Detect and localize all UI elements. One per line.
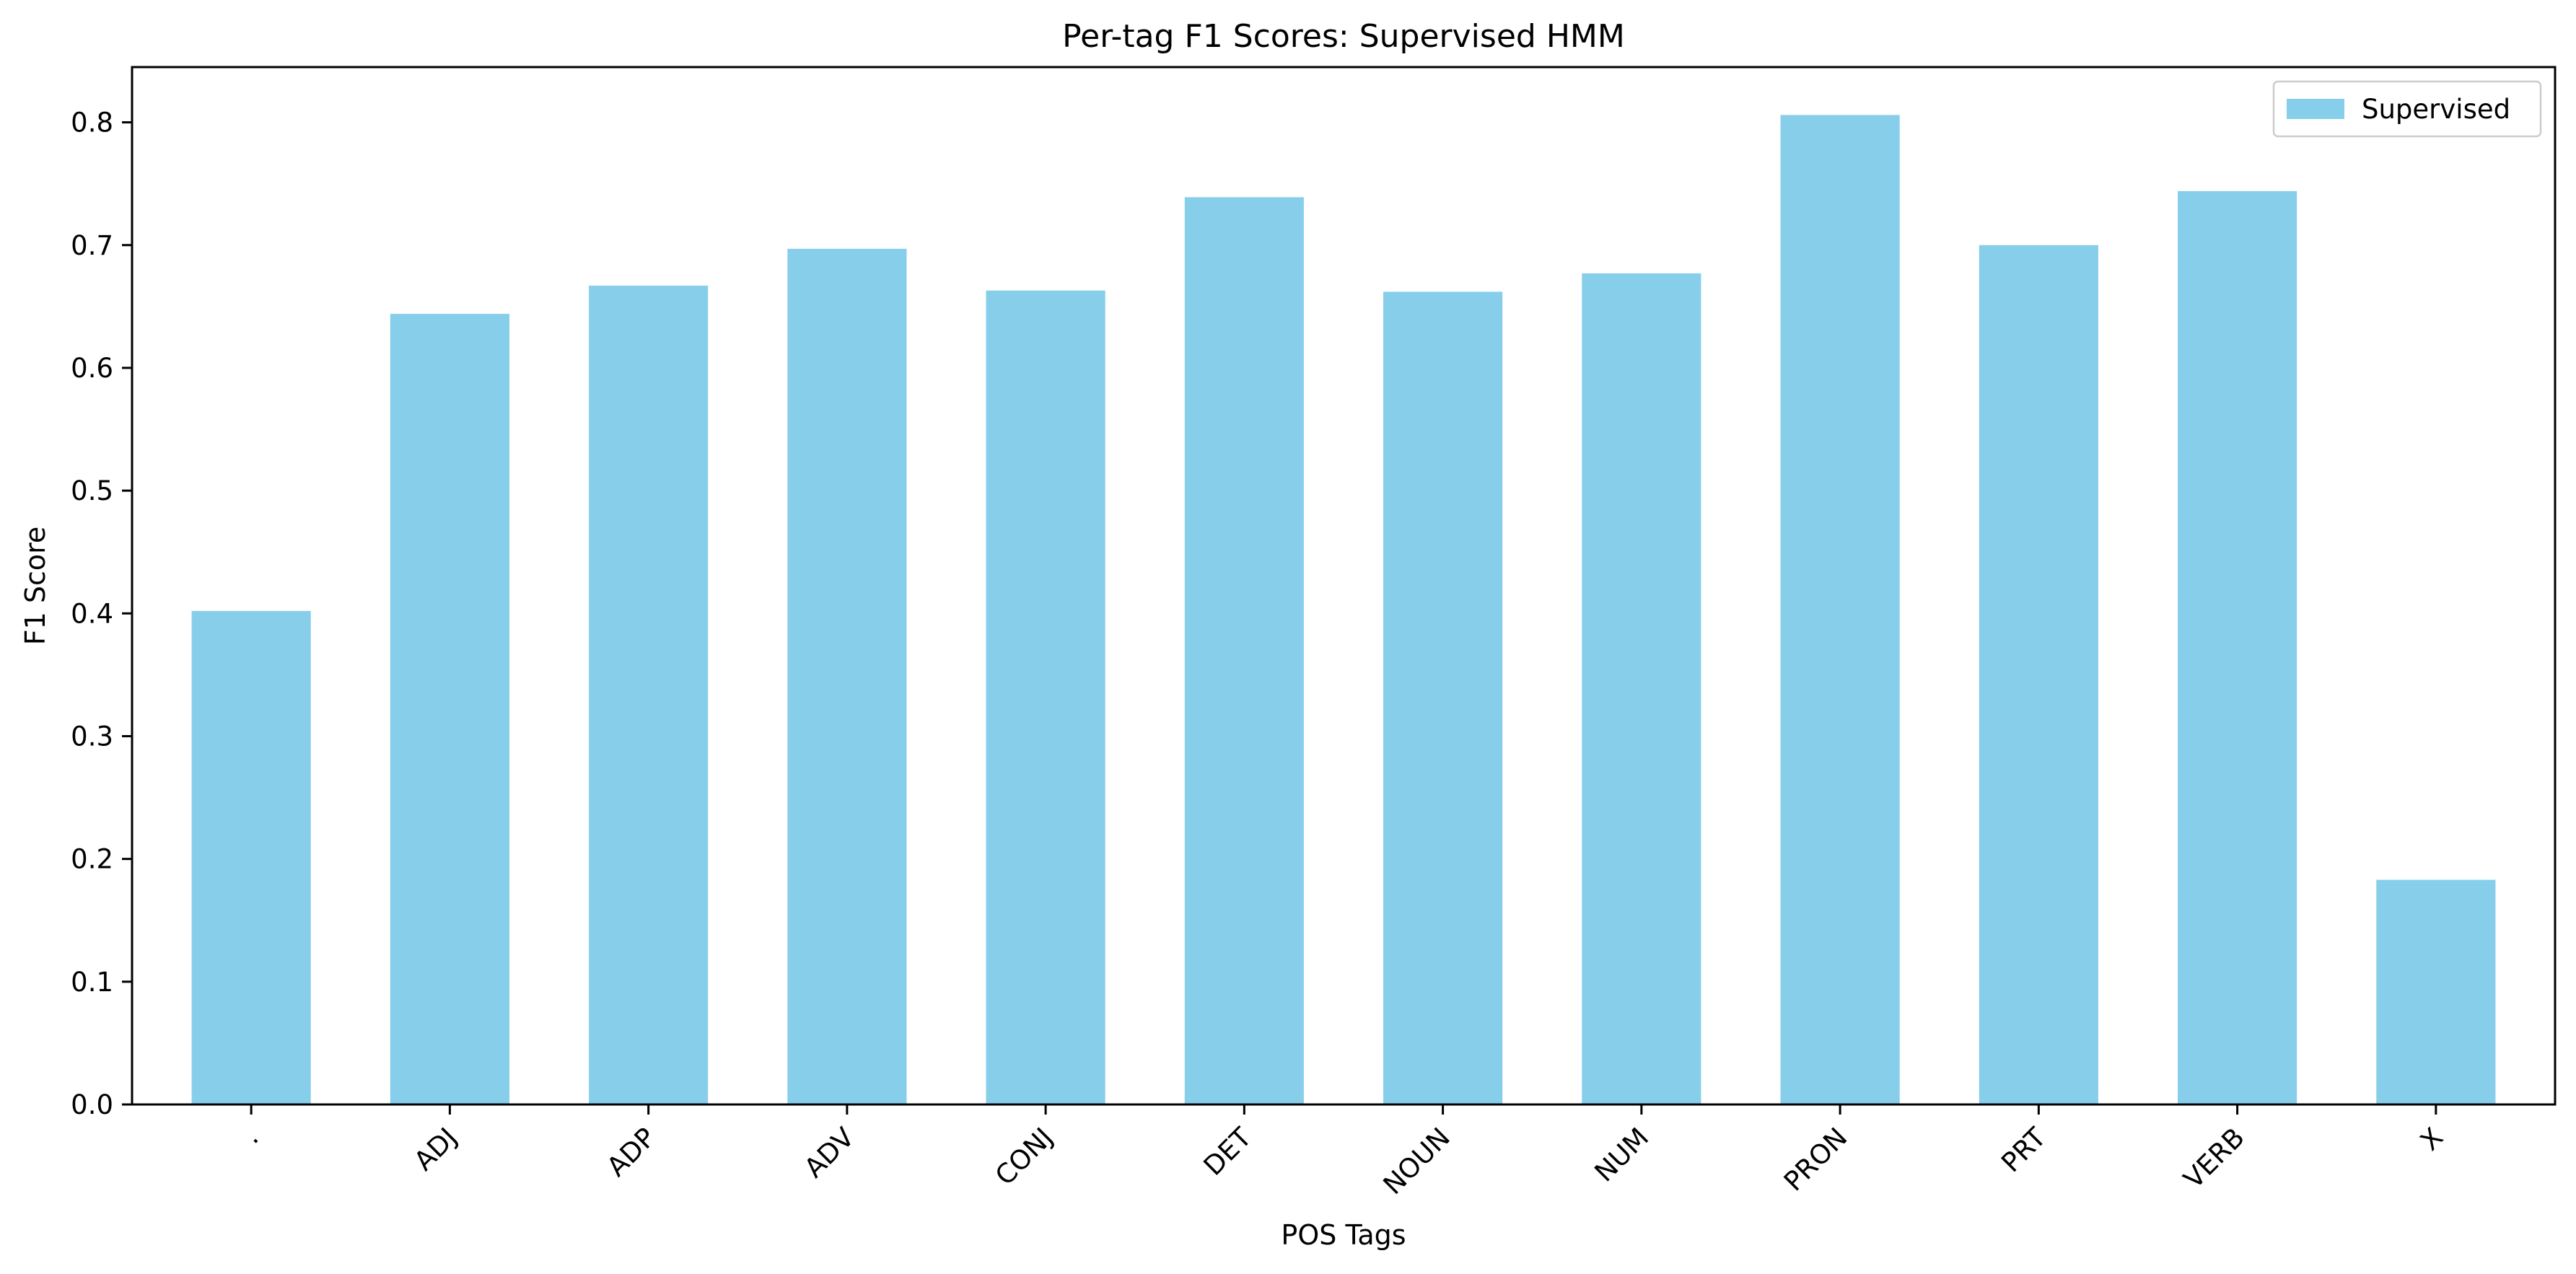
y-tick-label: 0.8 bbox=[71, 107, 113, 139]
x-tick-label: DET bbox=[1198, 1122, 1258, 1182]
x-tick-label: . bbox=[237, 1122, 265, 1150]
y-tick-label: 0.7 bbox=[71, 230, 113, 261]
bar-NOUN bbox=[1383, 291, 1503, 1105]
y-tick-label: 0.3 bbox=[71, 721, 113, 752]
bar-ADV bbox=[787, 248, 907, 1104]
y-tick-label: 0.0 bbox=[71, 1089, 113, 1120]
legend-box bbox=[2272, 80, 2542, 138]
bar-ADJ bbox=[390, 314, 509, 1105]
bar-CONJ bbox=[986, 290, 1105, 1104]
legend-swatch bbox=[2287, 99, 2344, 119]
chart-title: Per-tag F1 Scores: Supervised HMM bbox=[1062, 18, 1625, 55]
x-tick-label: ADV bbox=[798, 1122, 860, 1184]
x-tick-label: ADP bbox=[601, 1122, 662, 1182]
legend-label: Supervised bbox=[2362, 94, 2510, 125]
bar-PRON bbox=[1780, 115, 1900, 1104]
bar-ADP bbox=[589, 285, 709, 1104]
y-tick-label: 0.5 bbox=[71, 475, 113, 506]
x-tick-label: X bbox=[2414, 1122, 2449, 1156]
x-tick-label: PRT bbox=[1995, 1122, 2052, 1179]
x-tick-label: ADJ bbox=[408, 1122, 463, 1177]
bar-PRT bbox=[1979, 245, 2098, 1105]
x-tick-label: NUM bbox=[1589, 1122, 1655, 1188]
x-tick-label: NOUN bbox=[1377, 1122, 1456, 1200]
bar-VERB bbox=[2178, 190, 2297, 1105]
y-tick-label: 0.1 bbox=[71, 967, 113, 998]
bar-NUM bbox=[1582, 273, 1701, 1105]
y-tick-label: 0.4 bbox=[71, 598, 113, 629]
bars-group bbox=[191, 115, 2496, 1105]
x-tick-label: CONJ bbox=[989, 1122, 1059, 1192]
plot-area-frame bbox=[131, 66, 2557, 1106]
legend: Supervised bbox=[2272, 80, 2542, 138]
bar-X bbox=[2376, 879, 2496, 1104]
y-axis-label: F1 Score bbox=[19, 527, 51, 646]
bar-. bbox=[191, 610, 311, 1104]
x-axis-label: POS Tags bbox=[1281, 1219, 1406, 1251]
x-tick-label: VERB bbox=[2178, 1122, 2251, 1195]
x-tick-label: PRON bbox=[1778, 1122, 1854, 1198]
y-tick-label: 0.6 bbox=[71, 353, 113, 384]
bar-DET bbox=[1184, 197, 1304, 1104]
y-tick-label: 0.2 bbox=[71, 844, 113, 875]
y-axis-ticks: 0.0 0.1 0.2 0.3 0.4 0.5 0.6 0.7 0.8 bbox=[71, 107, 132, 1120]
x-axis-ticks: . ADJ ADP ADV CONJ DET NOUN NUM PRON PRT VERB X bbox=[237, 1104, 2449, 1200]
